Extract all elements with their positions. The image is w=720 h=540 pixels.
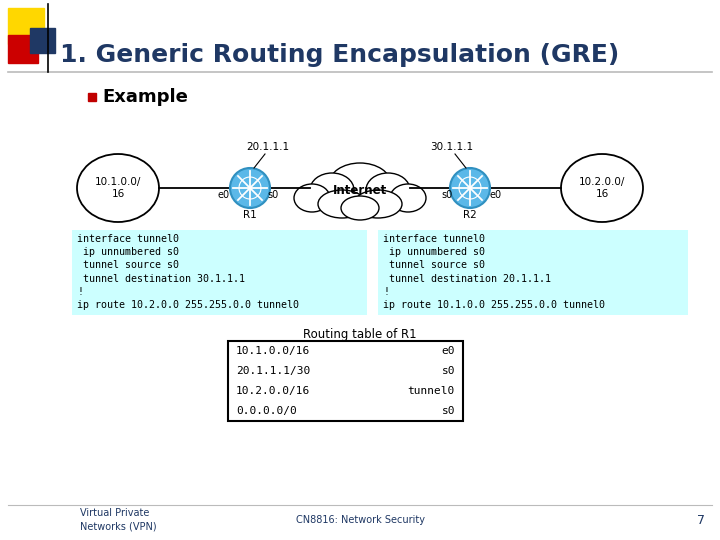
Bar	[228, 341, 463, 421]
Bar	[30, 28, 55, 53]
Text: CN8816: Network Security: CN8816: Network Security	[295, 515, 425, 525]
Text: Routing table of R1: Routing table of R1	[303, 328, 417, 341]
Text: s0: s0	[267, 190, 279, 200]
Ellipse shape	[310, 173, 354, 207]
Text: s0: s0	[441, 366, 455, 376]
Text: 20.1.1.1: 20.1.1.1	[246, 142, 289, 152]
Bar	[72, 230, 367, 315]
Text: 30.1.1.1: 30.1.1.1	[431, 142, 474, 152]
Text: interface tunnel0
 ip unnumbered s0
 tunnel source s0
 tunnel destination 20.1.1: interface tunnel0 ip unnumbered s0 tunne…	[383, 234, 605, 310]
Ellipse shape	[77, 154, 159, 222]
Text: 20.1.1.1/30: 20.1.1.1/30	[236, 366, 310, 376]
Ellipse shape	[318, 190, 366, 218]
Ellipse shape	[354, 190, 402, 218]
Text: Example: Example	[102, 88, 188, 106]
Ellipse shape	[561, 154, 643, 222]
Text: e0: e0	[441, 346, 455, 356]
Text: 10.1.0.0/
16: 10.1.0.0/ 16	[95, 177, 141, 199]
Bar	[8, 35, 38, 63]
Text: 10.2.0.0/16: 10.2.0.0/16	[236, 386, 310, 396]
Circle shape	[450, 168, 490, 208]
Text: Virtual Private
Networks (VPN): Virtual Private Networks (VPN)	[80, 508, 157, 531]
Text: R2: R2	[463, 210, 477, 220]
Ellipse shape	[366, 173, 410, 207]
Text: Internet: Internet	[333, 185, 387, 198]
Bar	[8, 8, 44, 44]
Bar	[88, 93, 96, 101]
Text: e0: e0	[490, 190, 502, 200]
Text: 10.2.0.0/
16: 10.2.0.0/ 16	[579, 177, 625, 199]
Text: interface tunnel0
 ip unnumbered s0
 tunnel source s0
 tunnel destination 30.1.1: interface tunnel0 ip unnumbered s0 tunne…	[77, 234, 299, 310]
Ellipse shape	[341, 196, 379, 220]
Text: s0: s0	[441, 190, 453, 200]
Text: 0.0.0.0/0: 0.0.0.0/0	[236, 406, 297, 416]
Text: R1: R1	[243, 210, 257, 220]
Text: 1. Generic Routing Encapsulation (GRE): 1. Generic Routing Encapsulation (GRE)	[60, 43, 619, 67]
Ellipse shape	[294, 184, 330, 212]
Ellipse shape	[390, 184, 426, 212]
Text: 10.1.0.0/16: 10.1.0.0/16	[236, 346, 310, 356]
Text: e0: e0	[218, 190, 230, 200]
Text: 7: 7	[697, 514, 705, 526]
Circle shape	[230, 168, 270, 208]
Bar	[378, 230, 688, 315]
Ellipse shape	[329, 163, 391, 205]
Text: s0: s0	[441, 406, 455, 416]
Text: tunnel0: tunnel0	[408, 386, 455, 396]
